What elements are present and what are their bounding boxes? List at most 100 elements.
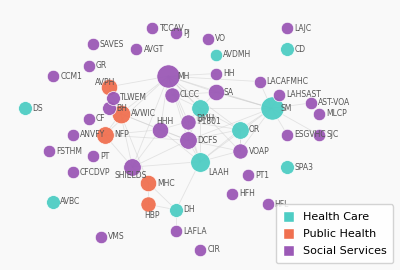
Text: LAHSAST: LAHSAST <box>286 90 322 99</box>
Point <box>173 208 179 212</box>
Text: HHH: HHH <box>156 117 174 126</box>
Text: MHC: MHC <box>157 178 175 188</box>
Text: DS: DS <box>32 104 43 113</box>
Text: LAAH: LAAH <box>209 168 230 177</box>
Point <box>110 95 116 100</box>
Text: MH: MH <box>177 72 189 81</box>
Text: PT: PT <box>100 152 109 161</box>
Text: CIR: CIR <box>207 245 220 254</box>
Point <box>213 71 219 76</box>
Text: CFCDVP: CFCDVP <box>80 168 110 177</box>
Point <box>90 42 96 46</box>
Point <box>316 133 322 137</box>
Point <box>70 170 76 175</box>
Point <box>90 154 96 158</box>
Text: AST-VOA: AST-VOA <box>318 99 351 107</box>
Point <box>133 47 140 52</box>
Text: SHIELDS: SHIELDS <box>114 171 147 180</box>
Text: HFH: HFH <box>239 189 255 198</box>
Text: TLWEM: TLWEM <box>120 93 147 102</box>
Text: AVBC: AVBC <box>60 197 80 206</box>
Point <box>185 120 191 124</box>
Point <box>244 173 251 177</box>
Point <box>284 133 290 137</box>
Point <box>256 79 263 84</box>
Point <box>308 101 314 105</box>
Text: SA: SA <box>223 88 233 97</box>
Point <box>205 37 211 41</box>
Text: HBP: HBP <box>144 211 160 220</box>
Point <box>169 93 175 97</box>
Text: FSTHM: FSTHM <box>56 147 82 156</box>
Point <box>50 200 56 204</box>
Text: DH: DH <box>183 205 195 214</box>
Text: VOAP: VOAP <box>248 147 269 156</box>
Text: SM: SM <box>280 104 292 113</box>
Legend: Health Care, Public Health, Social Services: Health Care, Public Health, Social Servi… <box>276 204 393 263</box>
Text: HH: HH <box>223 69 234 78</box>
Point <box>145 181 152 185</box>
Text: OR: OR <box>248 125 260 134</box>
Text: VMS: VMS <box>108 232 124 241</box>
Point <box>236 149 243 153</box>
Text: HFL: HFL <box>275 200 289 209</box>
Text: P1801: P1801 <box>197 117 220 126</box>
Point <box>264 202 271 207</box>
Text: BH: BH <box>116 104 127 113</box>
Text: SAVES: SAVES <box>100 40 124 49</box>
Point <box>213 90 219 94</box>
Point <box>106 85 112 89</box>
Text: DMH: DMH <box>196 114 214 123</box>
Point <box>86 63 92 68</box>
Point <box>173 31 179 36</box>
Point <box>284 47 290 52</box>
Text: ESGVHC: ESGVHC <box>294 130 326 140</box>
Point <box>197 248 203 252</box>
Point <box>213 53 219 57</box>
Text: PT1: PT1 <box>255 171 269 180</box>
Text: DCFS: DCFS <box>197 136 217 145</box>
Point <box>102 133 108 137</box>
Text: AVDMH: AVDMH <box>223 50 251 59</box>
Point <box>197 160 203 164</box>
Text: SPA3: SPA3 <box>294 163 314 171</box>
Point <box>165 74 172 78</box>
Text: CF: CF <box>96 114 106 123</box>
Point <box>236 127 243 132</box>
Text: LAFLA: LAFLA <box>183 227 207 236</box>
Point <box>284 26 290 30</box>
Text: ANVFY: ANVFY <box>80 130 105 140</box>
Point <box>22 106 28 110</box>
Point <box>145 202 152 207</box>
Text: AVGT: AVGT <box>144 45 164 54</box>
Text: MLCP: MLCP <box>326 109 347 118</box>
Text: TCCAV: TCCAV <box>160 23 184 33</box>
Text: CD: CD <box>294 45 306 54</box>
Text: SJC: SJC <box>326 130 338 140</box>
Point <box>129 165 136 169</box>
Point <box>70 133 76 137</box>
Text: NFP: NFP <box>114 130 129 140</box>
Text: VO: VO <box>215 34 226 43</box>
Text: AVPH: AVPH <box>95 78 115 87</box>
Text: GR: GR <box>96 61 107 70</box>
Text: CLCC: CLCC <box>179 90 199 99</box>
Point <box>284 165 290 169</box>
Point <box>117 112 124 116</box>
Point <box>46 149 52 153</box>
Point <box>197 106 203 110</box>
Point <box>98 234 104 239</box>
Point <box>50 74 56 78</box>
Text: LAJC: LAJC <box>294 23 312 33</box>
Point <box>185 138 191 143</box>
Point <box>149 26 156 30</box>
Point <box>316 112 322 116</box>
Point <box>173 229 179 233</box>
Point <box>268 106 275 110</box>
Text: AVWIC: AVWIC <box>130 109 156 118</box>
Point <box>157 127 164 132</box>
Point <box>86 117 92 121</box>
Text: LACAFMHC: LACAFMHC <box>267 77 309 86</box>
Text: PJ: PJ <box>183 29 190 38</box>
Point <box>228 192 235 196</box>
